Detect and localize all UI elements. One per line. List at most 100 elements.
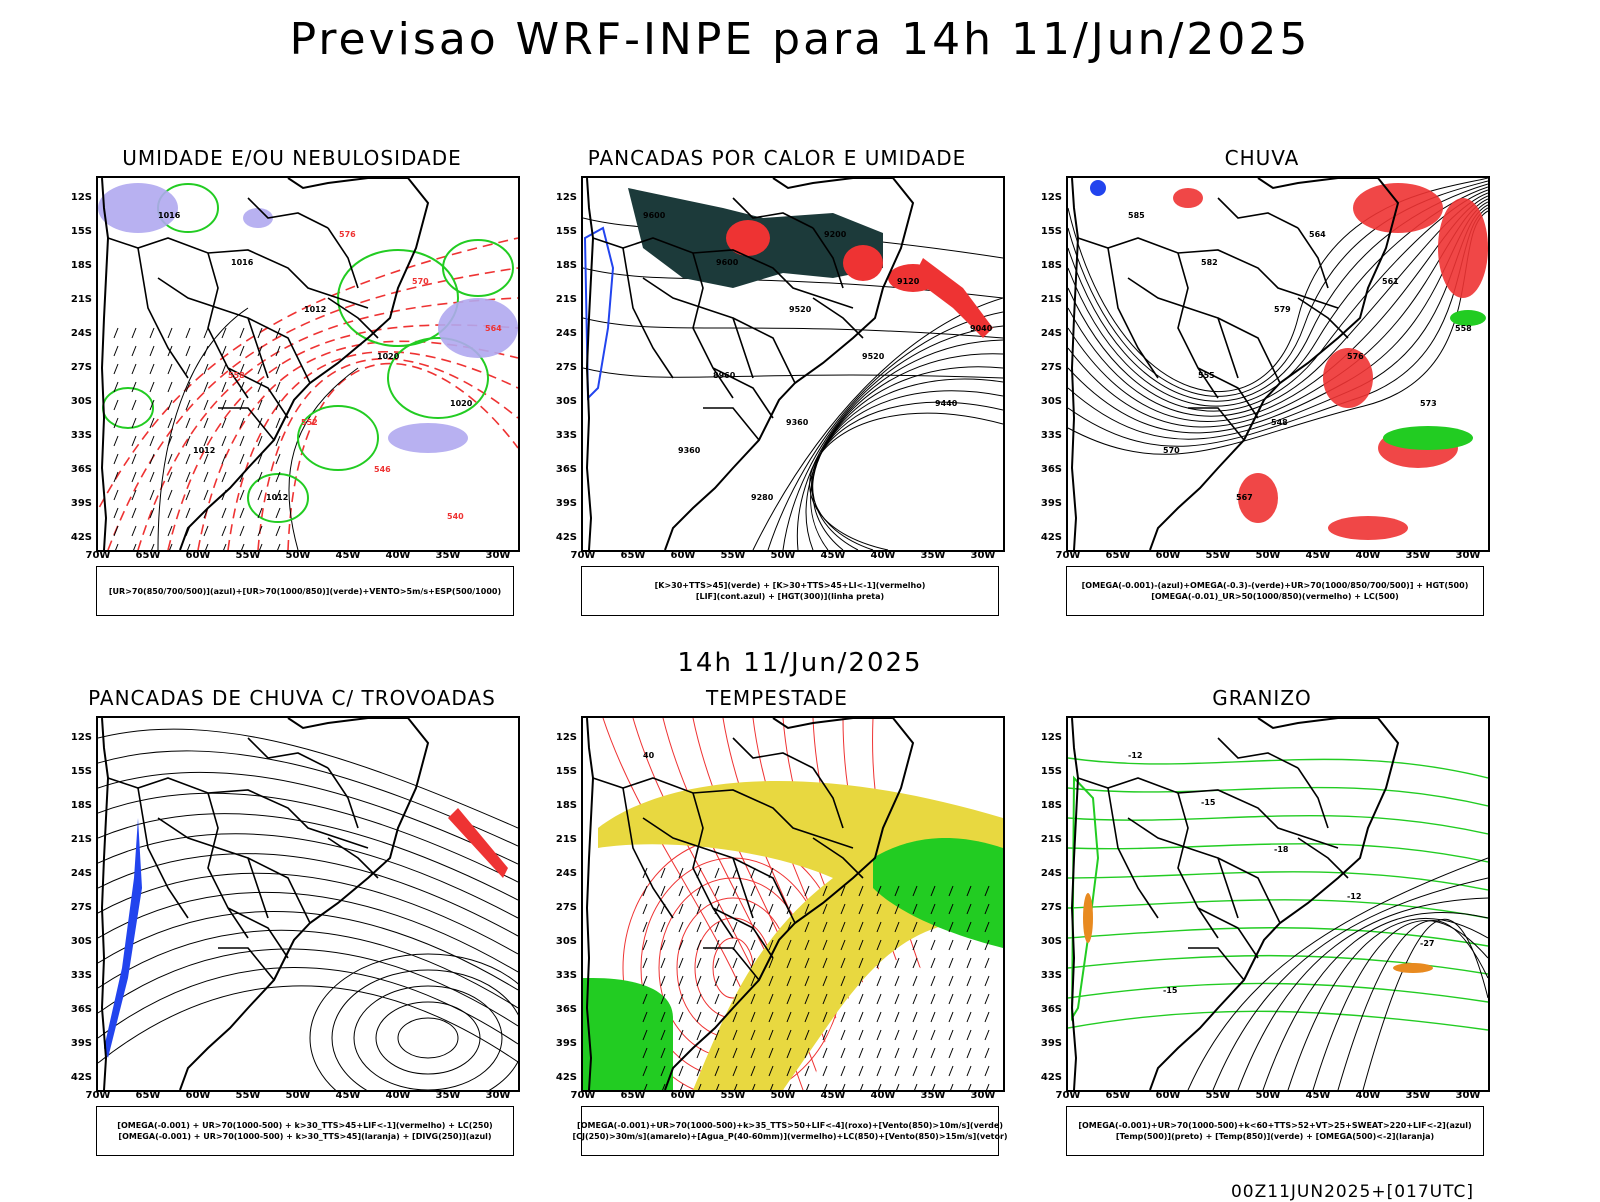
latitude-tick-label: 12S [70,732,92,743]
latitude-tick-label: 18S [1040,260,1062,271]
longitude-tick-label: 30W [1455,550,1481,561]
contour-value-label: 573 [1420,399,1437,408]
latitude-tick-label: 21S [70,834,92,845]
contour-value-label: 540 [447,512,464,521]
longitude-tick-label: 35W [435,1090,461,1101]
longitude-tick-label: 45W [1305,550,1331,561]
hail-areas [1070,775,1433,1022]
longitude-tick-label: 55W [1205,550,1231,561]
longitude-tick-label: 65W [135,550,161,561]
longitude-tick-label: 55W [235,550,261,561]
country-borders [585,178,915,550]
longitude-tick-label: 55W [1205,1090,1231,1101]
latitude-tick-label: 33S [70,430,92,441]
contour-value-label: 570 [1163,446,1180,455]
run-timestamp: 00Z11JUN2025+[017UTC] [1230,1182,1474,1202]
latitude-tick-label: 18S [555,800,577,811]
longitude-tick-label: 30W [970,550,996,561]
latitude-tick-label: 21S [1040,294,1062,305]
longitude-tick-label: 35W [1405,1090,1431,1101]
contour-value-label: 9280 [751,493,774,502]
contour-value-label: 585 [1128,211,1145,220]
contour-value-label: 555 [1198,371,1215,380]
longitude-tick-label: 50W [770,550,796,561]
contour-value-label: 9440 [935,399,958,408]
longitude-tick-label: 35W [435,550,461,561]
map-frame: 585 582 579 576 573 570 567 564 561 558 555 548 [1066,176,1490,552]
latitude-tick-label: 27S [1040,362,1062,373]
latitude-tick-label: 21S [1040,834,1062,845]
longitude-tick-label: 70W [85,550,111,561]
panel-title: PANCADAS POR CALOR E UMIDADE [587,146,967,170]
latitude-tick-label: 36S [1040,464,1062,475]
contour-lines [1068,757,1488,1090]
latitude-tick-label: 42S [555,532,577,543]
longitude-tick-label: 30W [970,1090,996,1101]
longitude-tick-label: 70W [85,1090,111,1101]
longitude-tick-label: 70W [1055,1090,1081,1101]
main-title: Previsao WRF-INPE para 14h 11/Jun/2025 [289,14,1311,65]
contour-value-label: -12 [1347,892,1361,901]
latitude-tick-label: 33S [70,970,92,981]
rain-areas [1090,180,1488,540]
longitude-tick-label: 30W [485,1090,511,1101]
panel-pancadas-trovoadas: PANCADAS DE CHUVA C/ TROVOADAS 12S 15S 18S 2… [52,686,532,1186]
contour-value-labels: 40 [643,751,655,760]
longitude-tick-label: 50W [1255,550,1281,561]
contour-value-labels: 9600 9600 9520 9520 9440 9360 9280 9200 9120 9040… [643,211,993,502]
contour-value-label: -18 [1274,845,1289,854]
latitude-tick-label: 30S [70,936,92,947]
latitude-tick-label: 15S [1040,226,1062,237]
contour-value-label: 576 [1347,352,1364,361]
latitude-tick-label: 24S [1040,868,1062,879]
latitude-tick-label: 18S [70,800,92,811]
latitude-tick-label: 15S [555,766,577,777]
contour-value-label: 8960 [713,371,736,380]
map-canvas: -12 -15 -18 -12 -27 -15 [1068,718,1488,1090]
wind-vectors [642,867,990,1090]
latitude-tick-label: 39S [70,498,92,509]
country-borders [100,178,430,550]
panel-legend: [UR>70(850/700/500)](azul)+[UR>70(1000/8… [96,566,514,616]
panel-title: UMIDADE E/OU NEBULOSIDADE [122,146,462,170]
contour-value-label: 1020 [377,352,400,361]
legend-text: [OMEGA(-0.001) + UR>70(1000-500) + k>30_… [117,1121,493,1130]
longitude-tick-label: 35W [920,1090,946,1101]
longitude-tick-label: 60W [670,1090,696,1101]
latitude-tick-label: 12S [1040,192,1062,203]
contour-value-label: -15 [1163,986,1178,995]
contour-value-label: -12 [1128,751,1142,760]
latitude-tick-label: 24S [70,328,92,339]
latitude-tick-label: 27S [555,362,577,373]
contour-value-label: 9040 [970,324,993,333]
panel-legend: [OMEGA(-0.001) + UR>70(1000-500) + k>30_… [96,1106,514,1156]
contour-value-label: 1020 [450,399,473,408]
panel-title: GRANIZO [1212,686,1312,710]
latitude-tick-label: 15S [70,766,92,777]
contour-value-label: 1012 [304,305,326,314]
contour-value-label: 1012 [193,446,215,455]
longitude-tick-label: 40W [385,1090,411,1101]
longitude-tick-label: 55W [720,550,746,561]
latitude-tick-label: 39S [70,1038,92,1049]
contour-lines [98,728,518,1090]
jet-and-wind-areas [583,780,1003,1090]
longitude-tick-label: 55W [720,1090,746,1101]
country-borders [1070,178,1400,550]
longitude-tick-label: 30W [1455,1090,1481,1101]
legend-text: [LIF](cont.azul) + [HGT(300)](linha pret… [695,592,885,601]
longitude-tick-label: 45W [820,550,846,561]
longitude-tick-label: 60W [1155,550,1181,561]
latitude-tick-label: 27S [1040,902,1062,913]
latitude-tick-label: 12S [1040,732,1062,743]
contour-value-label: 9120 [897,277,920,286]
latitude-tick-label: 18S [1040,800,1062,811]
map-frame: 40 [581,716,1005,1092]
contour-value-label: 1012 [266,493,288,502]
map-canvas: 9600 9600 9520 9520 9440 9360 9280 9200 9120 9040… [583,178,1003,550]
panel-title: CHUVA [1224,146,1300,170]
latitude-tick-label: 15S [555,226,577,237]
panel-title: PANCADAS DE CHUVA C/ TROVOADAS [88,686,496,710]
contour-value-label: 9520 [862,352,885,361]
legend-text: [OMEGA(-0.001)+UR>70(1000-500)+k>35_TTS>… [577,1121,1003,1130]
